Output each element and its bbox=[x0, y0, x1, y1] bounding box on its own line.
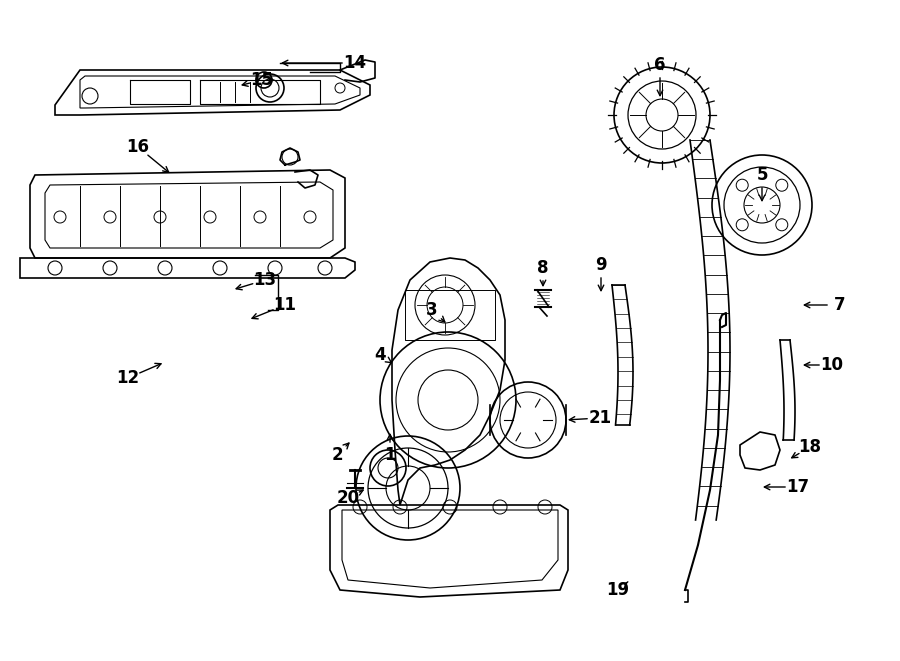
Text: 21: 21 bbox=[589, 409, 612, 427]
Text: 4: 4 bbox=[374, 346, 386, 364]
Text: 14: 14 bbox=[344, 54, 366, 72]
Text: 16: 16 bbox=[127, 138, 149, 156]
Text: 10: 10 bbox=[821, 356, 843, 374]
Text: 9: 9 bbox=[595, 256, 607, 274]
Text: 18: 18 bbox=[798, 438, 822, 456]
Text: 2: 2 bbox=[331, 446, 343, 464]
Text: 5: 5 bbox=[756, 166, 768, 184]
Text: 1: 1 bbox=[384, 446, 396, 464]
Text: 13: 13 bbox=[254, 271, 276, 289]
Text: 8: 8 bbox=[537, 259, 549, 277]
Text: 15: 15 bbox=[250, 71, 274, 89]
Text: 20: 20 bbox=[337, 489, 360, 507]
Text: 12: 12 bbox=[116, 369, 140, 387]
Text: 11: 11 bbox=[274, 296, 296, 314]
Text: 17: 17 bbox=[787, 478, 810, 496]
Text: 3: 3 bbox=[427, 301, 437, 319]
Text: 19: 19 bbox=[607, 581, 630, 599]
Text: 7: 7 bbox=[834, 296, 846, 314]
Text: 6: 6 bbox=[654, 56, 666, 74]
